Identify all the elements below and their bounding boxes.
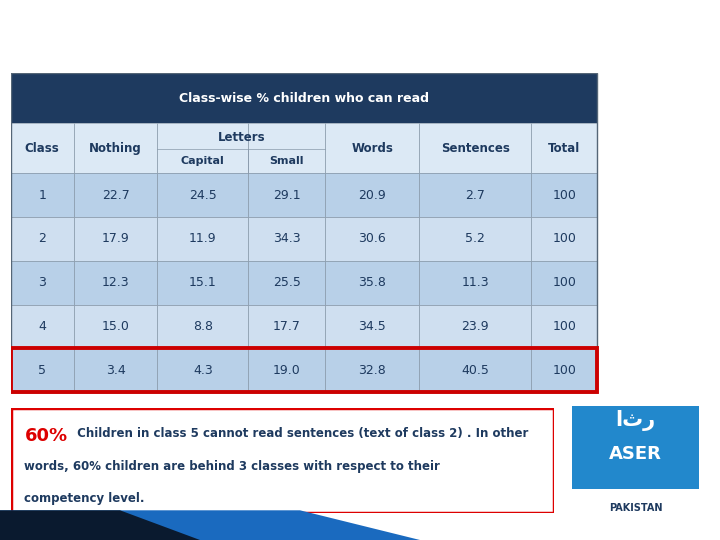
FancyBboxPatch shape xyxy=(325,261,419,305)
FancyBboxPatch shape xyxy=(11,73,598,123)
FancyBboxPatch shape xyxy=(11,261,73,305)
FancyBboxPatch shape xyxy=(248,173,325,217)
Text: competency level.: competency level. xyxy=(24,492,145,505)
FancyBboxPatch shape xyxy=(248,305,325,348)
FancyBboxPatch shape xyxy=(531,123,598,173)
Text: 11.9: 11.9 xyxy=(189,232,217,246)
Text: 2.7: 2.7 xyxy=(465,188,485,202)
Text: 25.5: 25.5 xyxy=(273,276,301,289)
Text: 11.3: 11.3 xyxy=(462,276,489,289)
FancyBboxPatch shape xyxy=(325,217,419,261)
FancyBboxPatch shape xyxy=(248,123,325,173)
Text: 3.4: 3.4 xyxy=(106,363,125,377)
FancyBboxPatch shape xyxy=(325,348,419,392)
Text: 60%: 60% xyxy=(24,427,68,444)
Text: 100: 100 xyxy=(552,363,576,377)
FancyBboxPatch shape xyxy=(11,348,73,392)
FancyBboxPatch shape xyxy=(248,348,325,392)
Polygon shape xyxy=(0,510,420,540)
Text: 4: 4 xyxy=(38,320,46,333)
Text: 12.3: 12.3 xyxy=(102,276,130,289)
FancyBboxPatch shape xyxy=(73,217,158,261)
FancyBboxPatch shape xyxy=(531,173,598,217)
Text: 8.8: 8.8 xyxy=(193,320,213,333)
Text: PAKISTAN: PAKISTAN xyxy=(608,503,662,512)
Text: 22.7: 22.7 xyxy=(102,188,130,202)
FancyBboxPatch shape xyxy=(11,408,554,513)
FancyBboxPatch shape xyxy=(11,123,73,173)
FancyBboxPatch shape xyxy=(325,123,419,173)
Text: Nothing: Nothing xyxy=(89,141,142,155)
FancyBboxPatch shape xyxy=(248,217,325,261)
FancyBboxPatch shape xyxy=(158,123,248,173)
Text: 2: 2 xyxy=(38,232,46,246)
Text: 20.9: 20.9 xyxy=(359,188,386,202)
FancyBboxPatch shape xyxy=(158,348,248,392)
Text: Capital: Capital xyxy=(181,156,225,166)
Text: 19.0: 19.0 xyxy=(273,363,300,377)
FancyBboxPatch shape xyxy=(572,406,698,489)
Text: 100: 100 xyxy=(552,320,576,333)
Text: 24.5: 24.5 xyxy=(189,188,217,202)
FancyBboxPatch shape xyxy=(325,173,419,217)
Text: 40.5: 40.5 xyxy=(462,363,489,377)
FancyBboxPatch shape xyxy=(531,261,598,305)
Text: 15.0: 15.0 xyxy=(102,320,130,333)
Text: 100: 100 xyxy=(552,188,576,202)
Text: 1: 1 xyxy=(38,188,46,202)
FancyBboxPatch shape xyxy=(419,348,531,392)
FancyBboxPatch shape xyxy=(248,261,325,305)
Text: 29.1: 29.1 xyxy=(273,188,300,202)
FancyBboxPatch shape xyxy=(419,123,531,173)
FancyBboxPatch shape xyxy=(419,173,531,217)
Text: ENGLISH: ENGLISH xyxy=(264,16,456,54)
Text: 35.8: 35.8 xyxy=(359,276,386,289)
FancyBboxPatch shape xyxy=(11,173,73,217)
FancyBboxPatch shape xyxy=(158,173,248,217)
Text: Total: Total xyxy=(548,141,580,155)
FancyBboxPatch shape xyxy=(531,348,598,392)
FancyBboxPatch shape xyxy=(419,261,531,305)
Text: Words: Words xyxy=(351,141,393,155)
FancyBboxPatch shape xyxy=(11,217,73,261)
Text: 23.9: 23.9 xyxy=(462,320,489,333)
Text: 17.7: 17.7 xyxy=(273,320,301,333)
FancyBboxPatch shape xyxy=(325,305,419,348)
Text: 100: 100 xyxy=(552,232,576,246)
Text: 3: 3 xyxy=(38,276,46,289)
Text: 34.5: 34.5 xyxy=(359,320,386,333)
FancyBboxPatch shape xyxy=(73,123,158,173)
Text: 4.3: 4.3 xyxy=(193,363,212,377)
Text: 32.8: 32.8 xyxy=(359,363,386,377)
Text: 15.1: 15.1 xyxy=(189,276,217,289)
FancyBboxPatch shape xyxy=(531,305,598,348)
FancyBboxPatch shape xyxy=(73,173,158,217)
Polygon shape xyxy=(0,510,200,540)
Text: 17.9: 17.9 xyxy=(102,232,130,246)
FancyBboxPatch shape xyxy=(11,305,73,348)
Text: 5.2: 5.2 xyxy=(465,232,485,246)
FancyBboxPatch shape xyxy=(73,305,158,348)
FancyBboxPatch shape xyxy=(158,261,248,305)
FancyBboxPatch shape xyxy=(419,305,531,348)
Text: ASER: ASER xyxy=(609,446,662,463)
Text: Sentences: Sentences xyxy=(441,141,510,155)
Text: اثر: اثر xyxy=(616,410,655,431)
Text: words, 60% children are behind 3 classes with respect to their: words, 60% children are behind 3 classes… xyxy=(24,460,440,474)
FancyBboxPatch shape xyxy=(73,261,158,305)
FancyBboxPatch shape xyxy=(73,348,158,392)
Text: Children in class 5 cannot read sentences (text of class 2) . In other: Children in class 5 cannot read sentence… xyxy=(73,427,528,440)
Text: Class: Class xyxy=(25,141,60,155)
Text: Class-wise % children who can read: Class-wise % children who can read xyxy=(179,91,429,105)
FancyBboxPatch shape xyxy=(158,305,248,348)
Text: Letters: Letters xyxy=(217,131,265,144)
FancyBboxPatch shape xyxy=(158,217,248,261)
Text: 30.6: 30.6 xyxy=(359,232,386,246)
Text: 5: 5 xyxy=(38,363,46,377)
Text: 100: 100 xyxy=(552,276,576,289)
Text: Small: Small xyxy=(269,156,304,166)
Text: 34.3: 34.3 xyxy=(273,232,300,246)
FancyBboxPatch shape xyxy=(419,217,531,261)
FancyBboxPatch shape xyxy=(531,217,598,261)
